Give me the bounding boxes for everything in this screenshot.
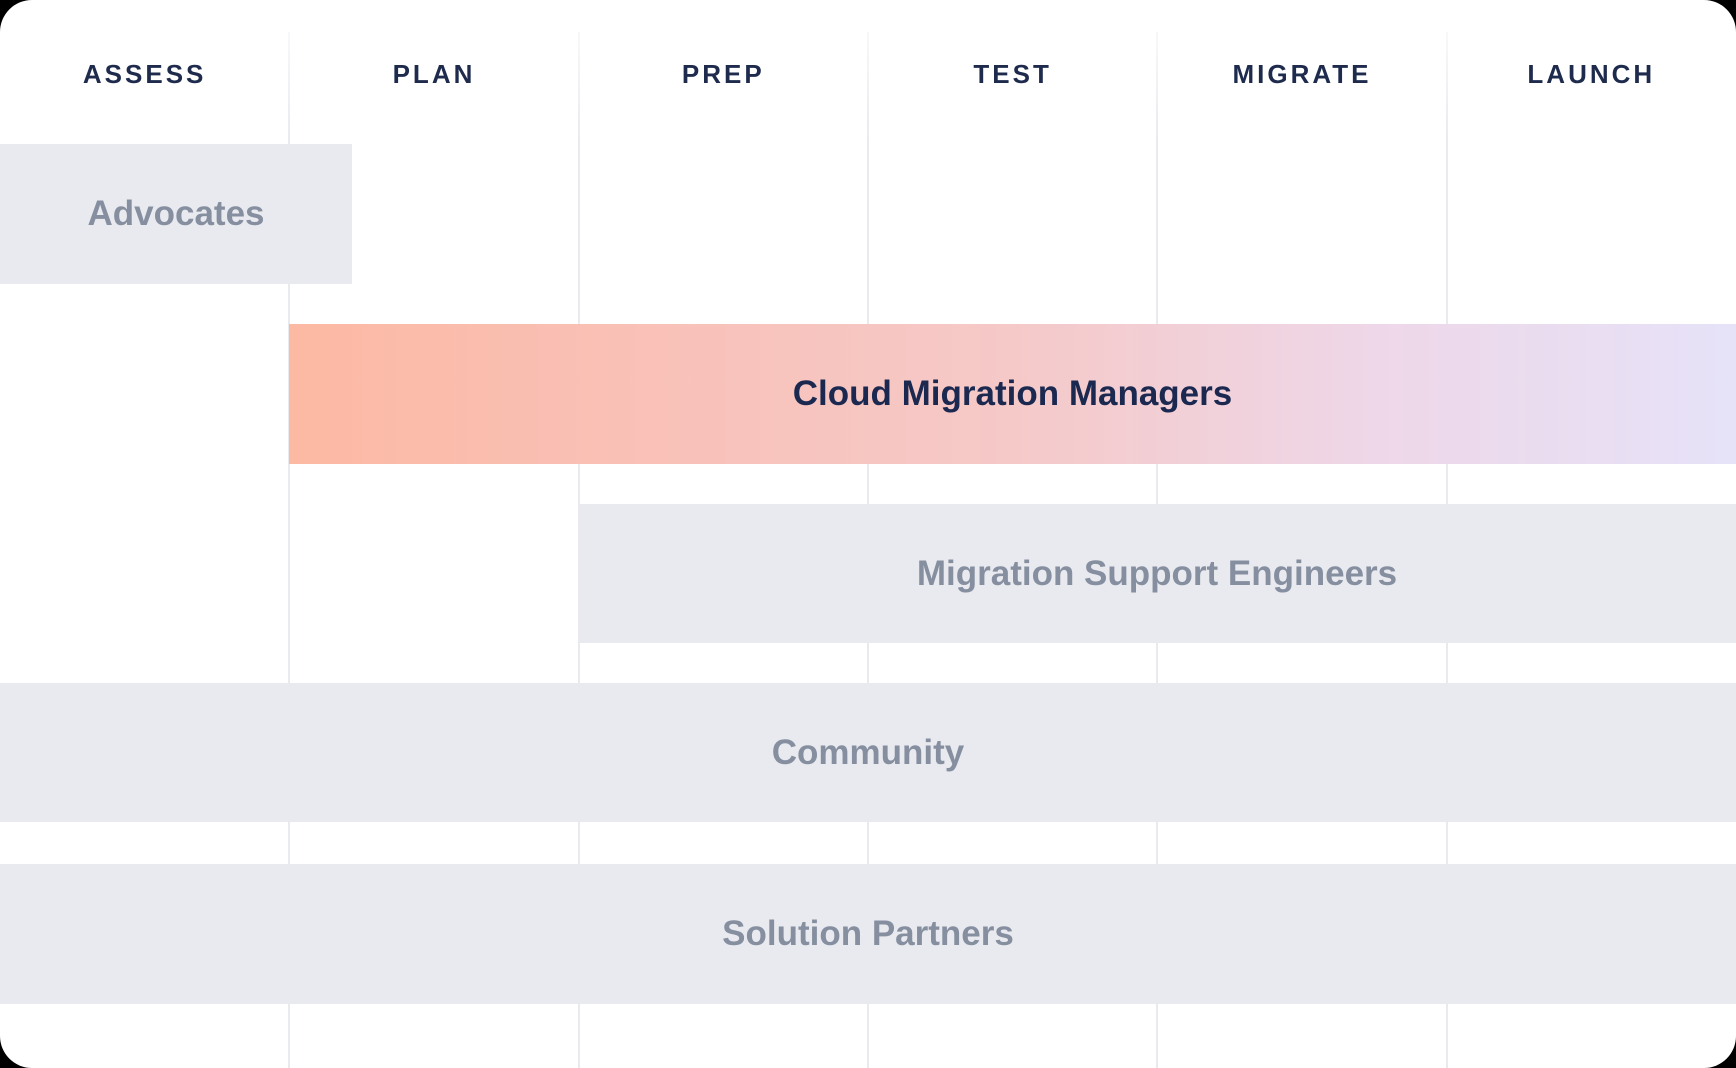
bar-migration-support-engineers: Migration Support Engineers [578, 504, 1736, 643]
bar-community-label: Community [771, 732, 965, 772]
bar-advocates-label: Advocates [87, 194, 265, 233]
column-divider-assess-plan [288, 32, 290, 1068]
bar-community: Community [0, 683, 1736, 822]
bar-solution-partners-label: Solution Partners [722, 914, 1014, 953]
phase-header-test: TEST [973, 59, 1052, 89]
phase-header-assess: ASSESS [82, 59, 207, 89]
phase-header-plan: PLAN [392, 59, 476, 89]
phase-header-launch: LAUNCH [1527, 59, 1656, 89]
bar-cloud-migration-managers-label: Cloud Migration Managers [792, 374, 1233, 413]
phase-header-migrate: MIGRATE [1232, 59, 1372, 89]
bar-advocates: Advocates [0, 144, 352, 284]
phase-header-row: ASSESS PLAN PREP TEST MIGRATE LAUNCH [0, 58, 1736, 90]
bar-cloud-migration-managers: Cloud Migration Managers [289, 324, 1736, 464]
phase-header-prep: PREP [681, 59, 765, 89]
bar-migration-support-engineers-label: Migration Support Engineers [916, 553, 1398, 593]
bar-solution-partners: Solution Partners [0, 864, 1736, 1004]
